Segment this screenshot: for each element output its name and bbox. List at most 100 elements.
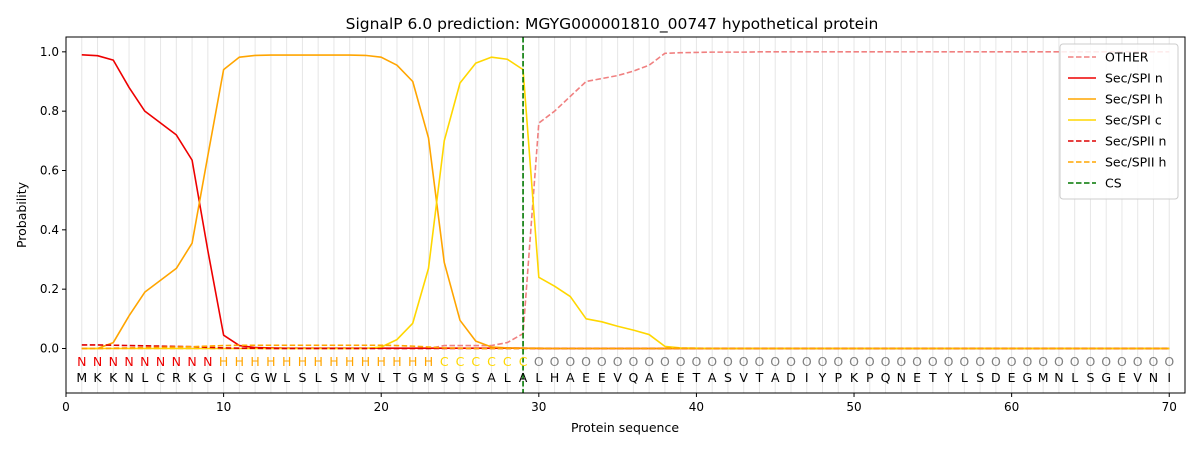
sequence-residue: C [156,370,165,385]
region-label: C [487,354,496,369]
sequence-residue: I [805,370,809,385]
y-axis: 0.0 0.2 0.4 0.6 0.8 1.0 [40,45,66,356]
sequence-residue: E [677,370,685,385]
sequence-residue: V [361,370,370,385]
sequence-residue: Y [818,370,827,385]
sequence-residue: A [519,370,528,385]
sequence-residue: A [566,370,575,385]
sequence-residue: L [1071,370,1078,385]
legend-label: OTHER [1105,50,1149,65]
region-label: C [503,354,512,369]
region-label: H [266,354,275,369]
region-label: H [424,354,433,369]
sequence-residue: L [378,370,385,385]
region-label: N [109,354,118,369]
region-label: O [1038,354,1048,369]
sequence-residue: V [1133,370,1142,385]
region-label: H [235,354,244,369]
sequence-residue: G [408,370,418,385]
plot-frame [65,36,1186,394]
region-label: O [802,354,812,369]
region-label: H [250,354,259,369]
sequence-residue: T [692,370,701,385]
region-label: O [723,354,733,369]
region-label: H [392,354,401,369]
sequence-residue: A [645,370,654,385]
sequence-residue: Y [944,370,953,385]
sequence-residue: Q [881,370,891,385]
region-label: O [1133,354,1143,369]
gridlines [81,37,1170,393]
sequence-residue: E [1008,370,1016,385]
legend-label: Sec/SPII n [1105,134,1166,149]
region-label: N [124,354,133,369]
sequence-residue: A [708,370,717,385]
sequence-residue: G [1101,370,1111,385]
sequence-residue: D [786,370,796,385]
region-label: O [581,354,591,369]
region-label: H [282,354,291,369]
region-label: O [786,354,796,369]
region-label: H [313,354,322,369]
sequence-residue: R [172,370,181,385]
region-label: N [93,354,102,369]
sequence-residue: G [1023,370,1033,385]
region-label: N [140,354,149,369]
sequence-residue: N [897,370,906,385]
sequence-residue: V [613,370,622,385]
region-label: O [1022,354,1032,369]
y-tick-label: 0.8 [40,104,59,118]
sequence-residue: N [1149,370,1158,385]
x-tick-label: 50 [846,400,861,414]
region-label: O [597,354,607,369]
region-label: O [991,354,1001,369]
region-label: O [1164,354,1174,369]
sequence-residue: D [991,370,1001,385]
region-label: O [613,354,623,369]
region-label: O [534,354,544,369]
sequence-residue: E [598,370,606,385]
sequence-residue: L [315,370,322,385]
region-label: O [1070,354,1080,369]
region-label: O [865,354,875,369]
legend: OTHER Sec/SPI n Sec/SPI h Sec/SPI c Sec/SPII… [1059,43,1179,200]
region-label: O [912,354,922,369]
region-label: O [849,354,859,369]
region-label: C [440,354,449,369]
sequence-residue: E [1118,370,1126,385]
sequence-residue: Q [628,370,638,385]
y-tick-label: 0.0 [40,342,59,356]
sequence-residue: L [961,370,968,385]
x-tick-label: 10 [216,400,231,414]
sequence-residue: I [222,370,226,385]
region-label: O [944,354,954,369]
region-label: H [377,354,386,369]
region-label: H [408,354,417,369]
series-line-spiih [81,344,1170,350]
region-label: O [1117,354,1127,369]
region-label: O [628,354,638,369]
region-label: O [1086,354,1096,369]
y-tick-label: 0.2 [40,282,59,296]
region-label: O [692,354,702,369]
sequence-residue: T [392,370,401,385]
x-tick-label: 0 [62,400,70,414]
sequence-residue: M [344,370,355,385]
region-label: N [156,354,165,369]
region-label: O [739,354,749,369]
sequence-residue: C [235,370,244,385]
legend-box [1059,43,1179,200]
region-label: N [203,354,212,369]
region-label: O [660,354,670,369]
sequence-residue: S [330,370,338,385]
sequence-residue: E [661,370,669,385]
sequence-residue: P [866,370,874,385]
sequence-residue: S [976,370,984,385]
sequence-residue: L [535,370,542,385]
legend-label: CS [1105,176,1122,191]
region-label: N [77,354,86,369]
region-label: O [1054,354,1064,369]
sequence-residue: I [1167,370,1171,385]
x-tick-label: 20 [374,400,389,414]
